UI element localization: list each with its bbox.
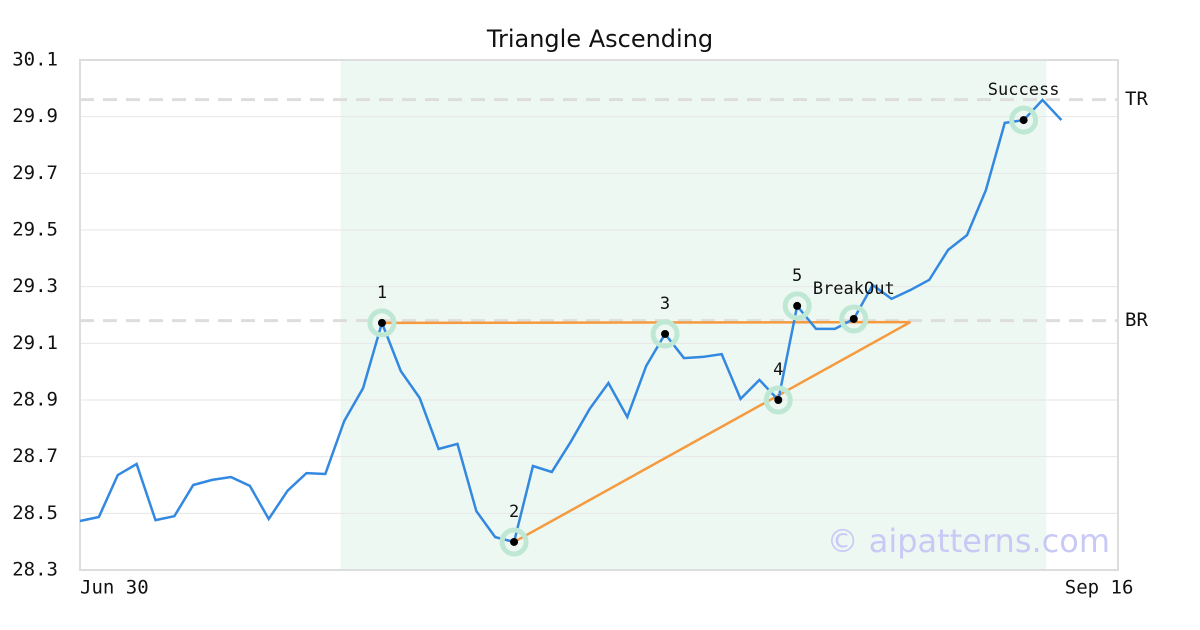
y-tick-label: 28.9 <box>12 389 58 411</box>
reference-label: BR <box>1125 309 1148 331</box>
y-tick-label: 29.7 <box>12 162 58 184</box>
plot-border <box>79 59 1119 571</box>
point-halo <box>763 385 793 415</box>
point-label: BreakOut <box>813 279 895 299</box>
point-label: 4 <box>773 360 783 380</box>
y-tick-label: 29.3 <box>12 275 58 297</box>
point-dot <box>793 301 802 310</box>
y-tick-label: 28.5 <box>12 502 58 524</box>
point-dot <box>661 329 670 338</box>
point-halo <box>839 304 869 334</box>
point-dot <box>849 314 858 323</box>
point-label: 5 <box>792 266 802 286</box>
y-tick-label: 29.1 <box>12 332 58 354</box>
point-dot <box>1019 116 1028 125</box>
point-label: 3 <box>660 294 670 314</box>
y-tick-label: 29.9 <box>12 105 58 127</box>
point-halo <box>367 308 397 338</box>
point-label: Success <box>988 80 1060 100</box>
point-dot <box>377 318 386 327</box>
price-line <box>79 98 1063 544</box>
point-label: 2 <box>509 502 519 522</box>
chart-title: Triangle Ascending <box>486 25 713 53</box>
point-halo <box>650 319 680 349</box>
highlight-range <box>340 60 1047 570</box>
point-halo <box>499 527 529 557</box>
y-tick-label: 29.5 <box>12 219 58 241</box>
point-label: 1 <box>377 283 387 303</box>
point-dot <box>510 537 519 546</box>
y-tick-label: 28.7 <box>12 445 58 467</box>
reference-label: TR <box>1125 88 1148 110</box>
point-halo <box>1009 105 1039 135</box>
trend-line <box>381 320 911 325</box>
watermark: © aipatterns.com <box>827 522 1110 560</box>
x-tick-label: Jun 30 <box>80 577 149 599</box>
point-dot <box>774 396 783 404</box>
trend-line <box>513 320 912 544</box>
x-tick-label: Sep 16 <box>1065 577 1134 599</box>
point-halo <box>782 291 812 321</box>
y-tick-label: 28.3 <box>12 559 58 581</box>
y-tick-label: 30.1 <box>12 49 58 71</box>
